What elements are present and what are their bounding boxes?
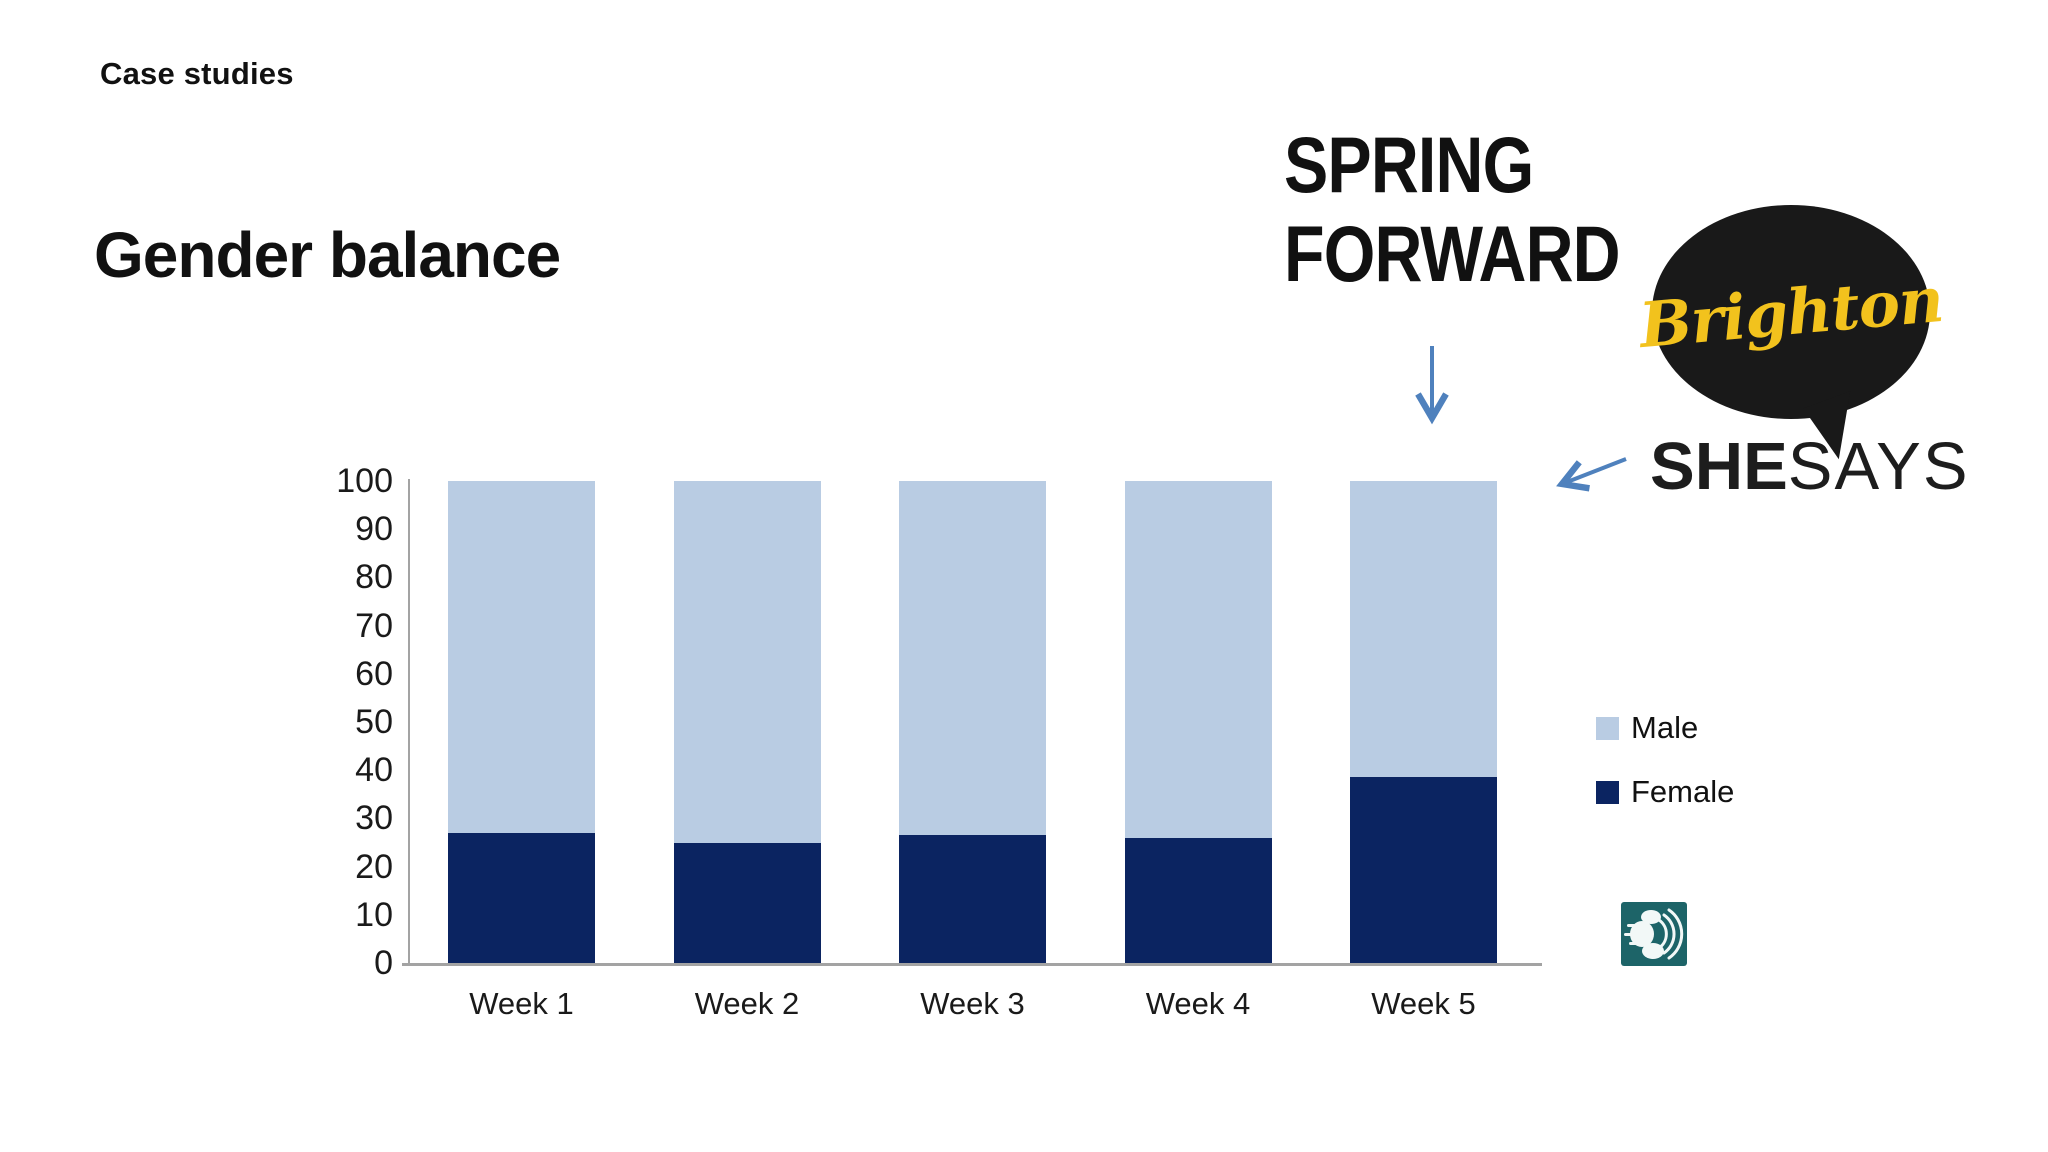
legend-item: Male bbox=[1596, 710, 1734, 746]
shesays-bold-part: SHE bbox=[1650, 429, 1788, 504]
spring-forward-line1: SPRING bbox=[1284, 120, 1534, 209]
x-category-label: Week 5 bbox=[1371, 986, 1476, 1021]
male-segment bbox=[448, 481, 595, 833]
chart-legend: Male Female bbox=[1596, 710, 1734, 838]
female-segment bbox=[448, 832, 595, 963]
stacked-bar bbox=[1124, 481, 1272, 963]
y-tick-label: 50 bbox=[355, 703, 393, 741]
shesays-light-part: SAYS bbox=[1787, 429, 1970, 504]
x-category-label: Week 3 bbox=[920, 986, 1025, 1021]
shesays-wordmark: SHESAYS bbox=[1650, 428, 1970, 505]
y-tick-label: 10 bbox=[355, 895, 393, 934]
y-axis-line bbox=[408, 479, 410, 965]
legend-label: Female bbox=[1631, 774, 1735, 809]
x-category-label: Week 1 bbox=[469, 986, 574, 1021]
y-tick-label: 40 bbox=[355, 751, 393, 790]
stacked-bar bbox=[448, 481, 595, 963]
male-segment bbox=[899, 481, 1046, 836]
spring-forward-logo: SPRING FORWARD bbox=[1284, 120, 1684, 298]
speaker-badge-icon bbox=[1621, 902, 1687, 966]
legend-label: Male bbox=[1631, 710, 1699, 745]
stacked-bar bbox=[1350, 481, 1497, 963]
y-tick-label: 20 bbox=[355, 847, 393, 886]
y-tick-label: 0 bbox=[374, 944, 393, 982]
brighton-script-text: Brighton bbox=[1636, 262, 1946, 362]
slide-eyebrow: Case studies bbox=[100, 56, 294, 91]
spring-forward-line2: FORWARD bbox=[1284, 209, 1621, 298]
speech-bubble-icon: Brighton bbox=[1636, 205, 1946, 419]
legend-swatch bbox=[1596, 716, 1619, 740]
male-segment bbox=[1124, 481, 1272, 838]
stacked-bar bbox=[899, 481, 1046, 963]
female-segment bbox=[899, 835, 1046, 963]
y-tick-label: 60 bbox=[355, 654, 393, 693]
male-segment bbox=[673, 481, 821, 843]
legend-item: Female bbox=[1596, 774, 1734, 810]
x-axis-line bbox=[402, 963, 1542, 966]
page-title: Gender balance bbox=[94, 219, 561, 291]
y-tick-label: 90 bbox=[355, 510, 393, 549]
female-segment bbox=[1124, 837, 1272, 963]
female-segment bbox=[1350, 777, 1497, 963]
male-segment bbox=[1350, 481, 1497, 778]
stacked-bar bbox=[673, 481, 821, 963]
arrow-from-shesays bbox=[1556, 457, 1627, 492]
female-segment bbox=[673, 842, 821, 963]
y-tick-label: 80 bbox=[355, 558, 393, 597]
y-tick-label: 70 bbox=[355, 606, 393, 645]
x-category-label: Week 2 bbox=[694, 986, 800, 1021]
y-tick-label: 100 bbox=[336, 462, 393, 500]
x-category-label: Week 4 bbox=[1145, 986, 1251, 1021]
legend-swatch bbox=[1596, 780, 1619, 804]
y-tick-label: 30 bbox=[355, 799, 393, 838]
